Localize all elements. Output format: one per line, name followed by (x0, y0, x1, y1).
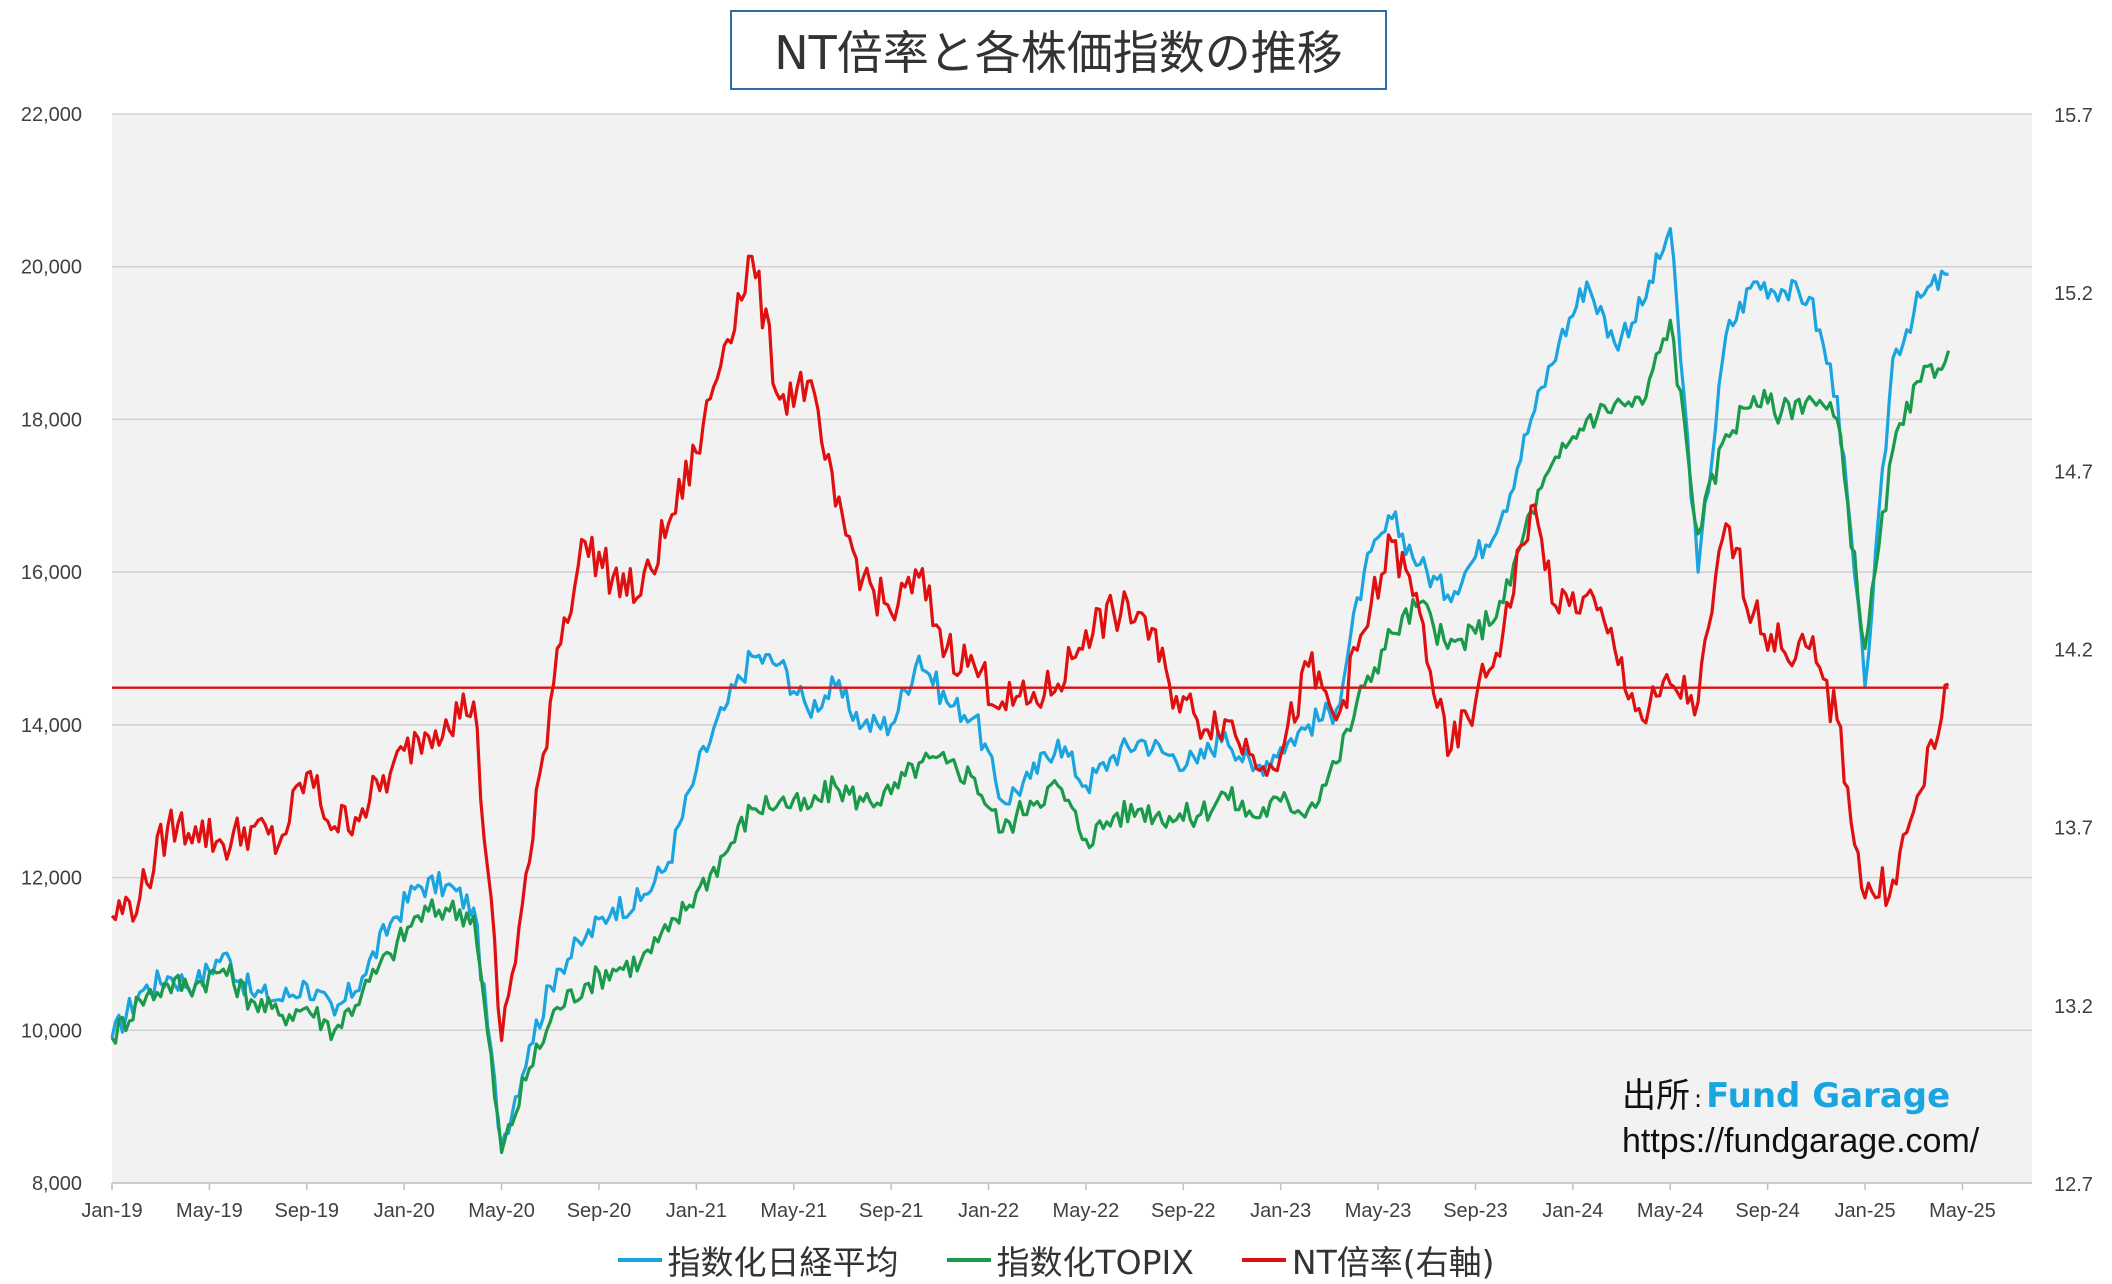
x-tick-label: May-21 (760, 1200, 827, 1222)
legend-swatch-nikkei (617, 1258, 662, 1262)
left-tick-label: 18,000 (21, 409, 82, 431)
left-axis-ticks: 8,000 10,000 12,000 14,000 16,000 18,000 20,00… (21, 104, 82, 1195)
left-tick-label: 14,000 (21, 715, 82, 737)
left-tick-label: 22,000 (21, 104, 82, 126)
left-tick-label: 10,000 (21, 1020, 82, 1042)
x-tick-label: Jan-20 (374, 1200, 435, 1222)
chart-title: NT倍率と各株価指数の推移 (730, 10, 1387, 90)
right-tick-label: 14.2 (2054, 640, 2093, 662)
legend-label-nt-ratio: NT倍率(右軸) (1291, 1243, 1495, 1282)
source-brand: Fund Garage (1706, 1076, 1951, 1116)
series-nt-ratio-line (110, 254, 1950, 1043)
series-nikkei-line (110, 226, 1949, 1147)
x-tick-label: Jan-23 (1250, 1200, 1311, 1222)
right-tick-label: 15.2 (2054, 283, 2093, 305)
x-tick-label: May-22 (1053, 1200, 1120, 1222)
source-label: 出所 (1622, 1076, 1690, 1116)
legend-label-topix: 指数化TOPIX (996, 1243, 1194, 1282)
source-separator: : (1694, 1085, 1703, 1113)
x-tick-label: Sep-21 (859, 1200, 924, 1222)
x-tick-label: Jan-25 (1834, 1200, 1895, 1222)
x-tick-label: Jan-21 (666, 1200, 727, 1222)
right-tick-label: 15.7 (2054, 105, 2093, 127)
left-tick-label: 12,000 (21, 868, 82, 890)
right-tick-label: 12.7 (2054, 1174, 2093, 1196)
x-tick-label: May-25 (1929, 1200, 1996, 1222)
series-lines (110, 226, 1951, 1155)
legend-item-nt-ratio: NT倍率(右軸) (1241, 1236, 1495, 1284)
x-tick-label: Jan-19 (81, 1200, 142, 1222)
x-axis-ticks: Jan-19 May-19 Sep-19 Jan-20 May-20 Sep-20 Jan-… (81, 1183, 1996, 1222)
x-tick-label: May-24 (1637, 1200, 1704, 1222)
legend: 指数化日経平均 指数化TOPIX NT倍率(右軸) (0, 1236, 2112, 1284)
x-tick-label: Sep-24 (1735, 1200, 1800, 1222)
source-credit: 出所: Fund Garage (1622, 1068, 1950, 1117)
left-tick-label: 20,000 (21, 257, 82, 279)
left-tick-label: 16,000 (21, 562, 82, 584)
x-tick-label: Jan-22 (958, 1200, 1019, 1222)
left-tick-label: 8,000 (32, 1173, 82, 1195)
legend-swatch-nt-ratio (1241, 1258, 1286, 1262)
x-tick-label: May-19 (176, 1200, 243, 1222)
right-tick-label: 13.2 (2054, 996, 2093, 1018)
source-url: https://fundgarage.com/ (1622, 1122, 1980, 1160)
right-tick-label: 13.7 (2054, 818, 2093, 840)
x-tick-label: Sep-23 (1443, 1200, 1508, 1222)
right-axis-ticks: 12.7 13.2 13.7 14.2 14.7 15.2 15.7 (2054, 105, 2093, 1196)
x-tick-label: May-20 (468, 1200, 535, 1222)
legend-item-nikkei: 指数化日経平均 (617, 1236, 899, 1284)
x-tick-label: Sep-20 (567, 1200, 632, 1222)
legend-item-topix: 指数化TOPIX (946, 1236, 1194, 1284)
x-tick-label: Jan-24 (1542, 1200, 1603, 1222)
x-tick-label: Sep-22 (1151, 1200, 1216, 1222)
series-topix-line (110, 318, 1951, 1155)
x-tick-label: Sep-19 (275, 1200, 340, 1222)
legend-swatch-topix (946, 1258, 991, 1262)
plot-area (112, 114, 2032, 1183)
right-tick-label: 14.7 (2054, 461, 2093, 483)
x-tick-label: May-23 (1345, 1200, 1412, 1222)
legend-label-nikkei: 指数化日経平均 (667, 1243, 899, 1282)
